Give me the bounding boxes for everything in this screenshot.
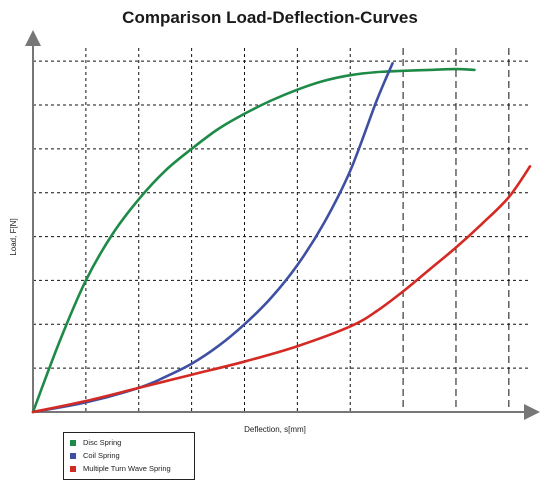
legend-item: Multiple Turn Wave Spring [70, 462, 188, 475]
legend-swatch [70, 452, 76, 459]
legend-swatch [70, 465, 76, 472]
series-line-coil-spring [31, 62, 394, 414]
legend-label: Multiple Turn Wave Spring [83, 464, 171, 473]
legend-label: Coil Spring [83, 451, 120, 460]
series-line-multiple-turn-wave-spring [31, 165, 532, 414]
chart-legend: Disc Spring Coil Spring Multiple Turn Wave… [63, 432, 195, 480]
legend-item: Coil Spring [70, 449, 188, 462]
series-line-disc-spring [31, 67, 476, 414]
x-axis-label: Deflection, s[mm] [244, 425, 306, 434]
legend-item: Disc Spring [70, 436, 188, 449]
legend-label: Disc Spring [83, 438, 122, 447]
y-axis-label: Load, F[N] [9, 218, 18, 255]
chart-title: Comparison Load-Deflection-Curves [122, 8, 418, 27]
legend-swatch [70, 439, 76, 446]
